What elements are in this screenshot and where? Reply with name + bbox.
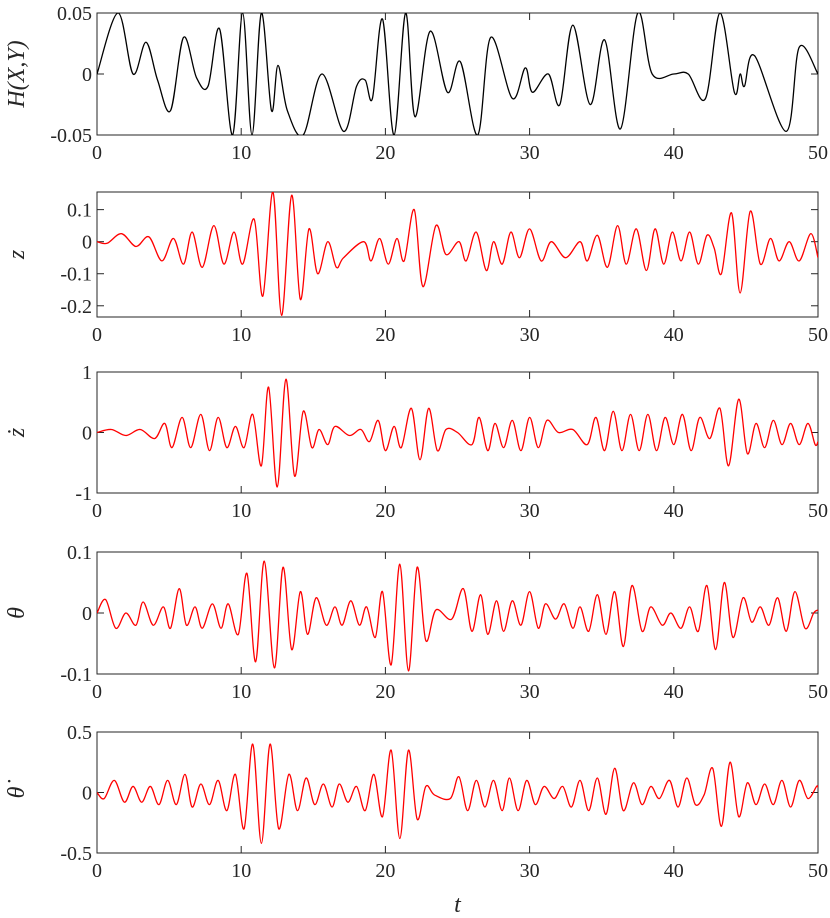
axes-box — [96, 191, 819, 318]
y-tick-label: 0.05 — [57, 3, 92, 25]
x-tick-label: 20 — [375, 142, 395, 164]
x-tick-label: 10 — [231, 500, 251, 522]
x-tick-label: 30 — [520, 860, 540, 882]
x-tick-label: 10 — [231, 681, 251, 703]
x-tick-label: 0 — [92, 324, 102, 346]
axes-box — [96, 731, 819, 854]
x-tick-label: 10 — [231, 324, 251, 346]
x-tick-label: 50 — [808, 500, 828, 522]
line-series — [97, 743, 818, 844]
x-tick-label: 0 — [92, 681, 102, 703]
y-tick-label: 0 — [82, 423, 92, 445]
subplot: 0 10 20 30 40 50-0.100.1θ — [4, 542, 828, 703]
x-tick-label: 10 — [231, 142, 251, 164]
x-tick-label: 40 — [664, 681, 684, 703]
x-tick-label: 10 — [231, 860, 251, 882]
y-tick-label: 0 — [82, 232, 92, 254]
x-tick-label: 30 — [520, 324, 540, 346]
line-series — [97, 560, 818, 672]
x-tick-label: 0 — [92, 860, 102, 882]
x-tick-label: 20 — [375, 500, 395, 522]
y-tick-label: -0.5 — [60, 843, 92, 865]
axes-box — [96, 551, 819, 675]
y-tick-label: 0 — [82, 783, 92, 805]
y-tick-label: 0.1 — [67, 200, 92, 222]
y-tick-label: -1 — [75, 483, 92, 505]
y-tick-label: 1 — [82, 362, 92, 384]
y-tick-label: 0.1 — [67, 542, 92, 564]
x-tick-label: 50 — [808, 860, 828, 882]
x-tick-label: 40 — [664, 142, 684, 164]
x-tick-label: 40 — [664, 860, 684, 882]
x-tick-label: 30 — [520, 681, 540, 703]
y-axis-label: θ̇ — [4, 780, 30, 799]
x-tick-label: 20 — [375, 860, 395, 882]
line-series — [97, 378, 818, 488]
y-tick-label: -0.05 — [50, 125, 92, 147]
x-tick-label: 0 — [92, 500, 102, 522]
y-tick-label: 0 — [82, 64, 92, 86]
line-series — [97, 13, 818, 135]
y-tick-label: 0.5 — [67, 722, 92, 744]
subplot: 0 10 20 30 40 50-0.500.5θ̇t — [4, 722, 828, 918]
y-axis-label: z — [4, 249, 30, 260]
x-tick-label: 50 — [808, 324, 828, 346]
x-tick-label: 50 — [808, 142, 828, 164]
x-tick-label: 30 — [520, 142, 540, 164]
x-tick-label: 30 — [520, 500, 540, 522]
x-tick-label: 50 — [808, 681, 828, 703]
x-tick-label: 0 — [92, 142, 102, 164]
x-tick-label: 40 — [664, 500, 684, 522]
subplot: 0 10 20 30 40 50 -0.2 -0.1 0 0.1 z — [4, 191, 828, 346]
y-axis-label: H(X,Y) — [4, 40, 30, 108]
y-tick-label: -0.1 — [60, 664, 92, 686]
y-tick-label: -0.2 — [60, 296, 92, 318]
y-tick-label: -0.1 — [60, 264, 92, 286]
x-axis-label: t — [454, 892, 462, 918]
line-series — [97, 192, 818, 317]
y-axis-label: θ — [4, 607, 30, 619]
y-axis-label: ż — [4, 427, 30, 438]
y-tick-label: 0 — [82, 603, 92, 625]
x-tick-label: 20 — [375, 681, 395, 703]
x-tick-label: 40 — [664, 324, 684, 346]
x-tick-label: 20 — [375, 324, 395, 346]
